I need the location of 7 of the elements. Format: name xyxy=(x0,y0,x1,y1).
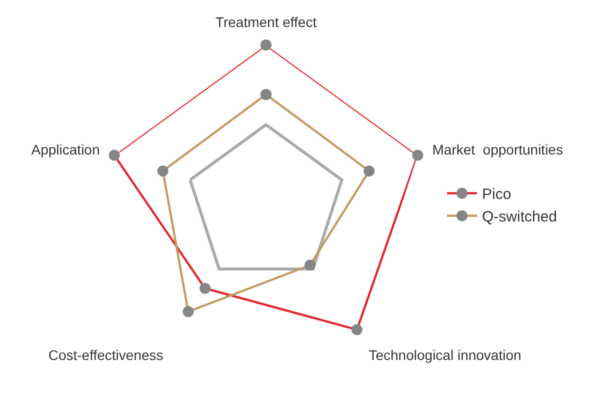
spoke-label: Application xyxy=(31,141,100,158)
legend-label: Q-switched xyxy=(482,208,558,226)
legend-label: Pico xyxy=(482,186,512,204)
spoke-label: Technological innovation xyxy=(368,347,522,364)
spoke-label: Market opportunities xyxy=(432,141,563,158)
spoke-label: Cost-effectiveness xyxy=(48,347,164,364)
spoke-label: Treatment effect xyxy=(215,14,317,30)
